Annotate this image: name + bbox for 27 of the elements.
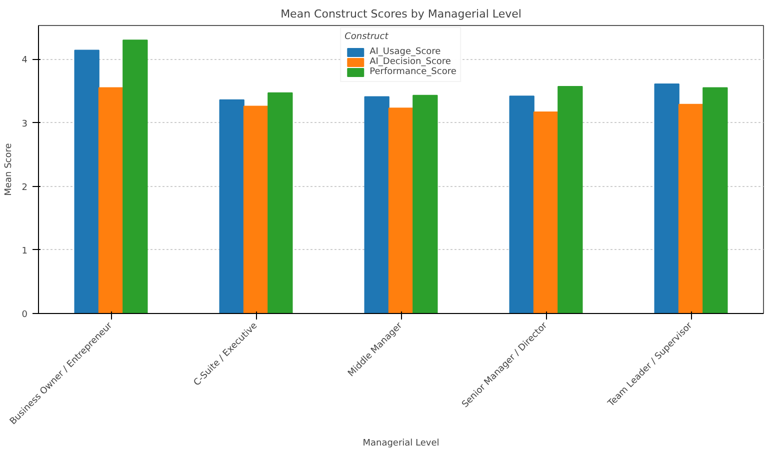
bar — [268, 92, 293, 314]
bar — [533, 111, 559, 314]
bar — [509, 96, 534, 314]
bar — [558, 86, 583, 314]
y-tick-label: 2 — [22, 182, 28, 193]
y-axis-title: Mean Score — [4, 142, 14, 196]
bar — [122, 40, 148, 314]
y-tick-label: 1 — [22, 246, 28, 256]
bar — [702, 87, 728, 314]
y-tick-label: 4 — [22, 56, 28, 66]
legend-label: AI_Usage_Score — [370, 47, 441, 57]
y-tick-label: 0 — [22, 310, 28, 320]
x-axis-title: Managerial Level — [362, 438, 440, 449]
bar — [98, 87, 124, 314]
bar — [243, 106, 269, 314]
bar — [388, 108, 414, 314]
bar — [74, 50, 100, 314]
bar — [412, 94, 438, 314]
legend-label: AI_Decision_Score — [370, 57, 451, 67]
bar — [219, 99, 244, 314]
bar — [364, 96, 390, 314]
legend-title: Construct — [344, 32, 390, 42]
bar — [678, 104, 704, 314]
legend-label: Performance_Score — [370, 67, 456, 77]
bar — [654, 83, 680, 314]
chart-title: Mean Construct Scores by Managerial Level — [280, 8, 522, 20]
y-tick-label: 3 — [22, 119, 28, 130]
